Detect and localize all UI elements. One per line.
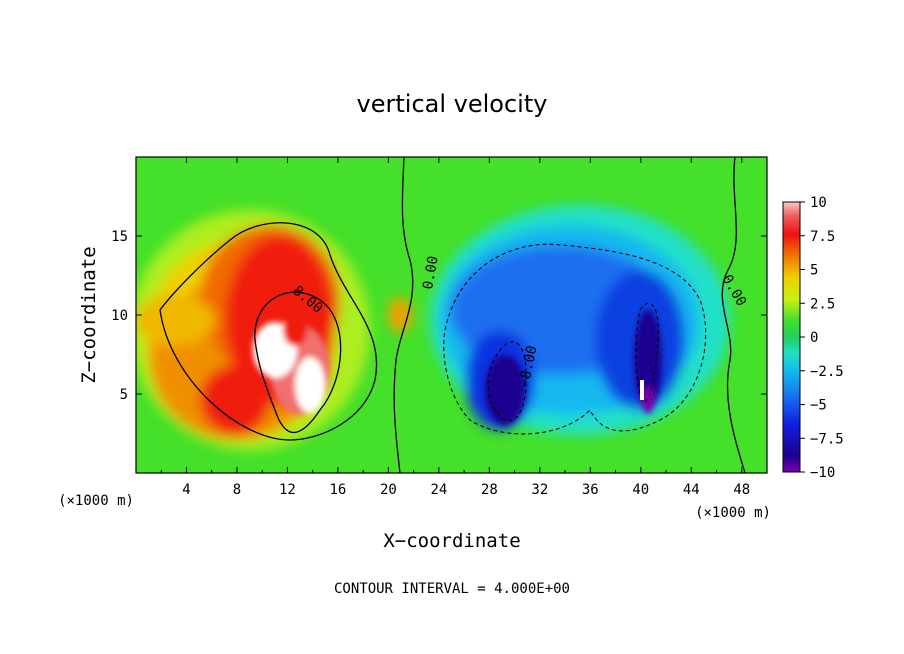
x-tick-label: 44 [683,482,700,498]
colorbar: 10 7.5 5 2.5 0 −2.5 −5 −7.5 −10 [782,195,844,481]
x-tick-label: 24 [430,482,447,498]
colorbar-tick-label: 5 [810,263,818,279]
x-axis: 4 8 12 16 20 24 28 32 36 40 44 48 [160,157,750,498]
colorbar-tick-label: −2.5 [810,364,844,380]
x-tick-label: 28 [481,482,498,498]
chart-title: vertical velocity [357,90,548,118]
x-tick-label: 48 [733,482,750,498]
x-tick-label: 32 [531,482,548,498]
contour-interval: CONTOUR INTERVAL = 4.000E+00 [334,581,570,597]
colorbar-tick-label: −7.5 [810,431,844,447]
x-tick-label: 20 [380,482,397,498]
x-tick-label: 4 [182,482,190,498]
contour-label: 0.00 [420,255,442,291]
y-tick-label: 10 [111,308,128,324]
colorbar-tick-label: 2.5 [810,296,835,312]
colorbar-tick-label: 0 [810,330,818,346]
x-axis-label: X−coordinate [383,530,520,552]
y-axis: 5 10 15 [111,229,767,403]
plot-area [136,157,767,473]
x-unit-label: (×1000 m) [695,505,771,521]
y-tick-label: 5 [120,387,128,403]
colorbar-tick-label: 7.5 [810,229,835,245]
x-tick-label: 36 [582,482,599,498]
y-tick-label: 15 [111,229,128,245]
colorbar-tick-label: −5 [810,398,827,414]
x-tick-label: 16 [329,482,346,498]
x-tick-label: 40 [632,482,649,498]
z-unit-label: (×1000 m) [58,493,134,509]
colorbar-tick-label: 10 [810,195,827,211]
colorbar-tick-label: −10 [810,465,835,481]
x-tick-label: 12 [279,482,296,498]
y-axis-label: Z−coordinate [78,246,100,383]
x-tick-label: 8 [233,482,241,498]
